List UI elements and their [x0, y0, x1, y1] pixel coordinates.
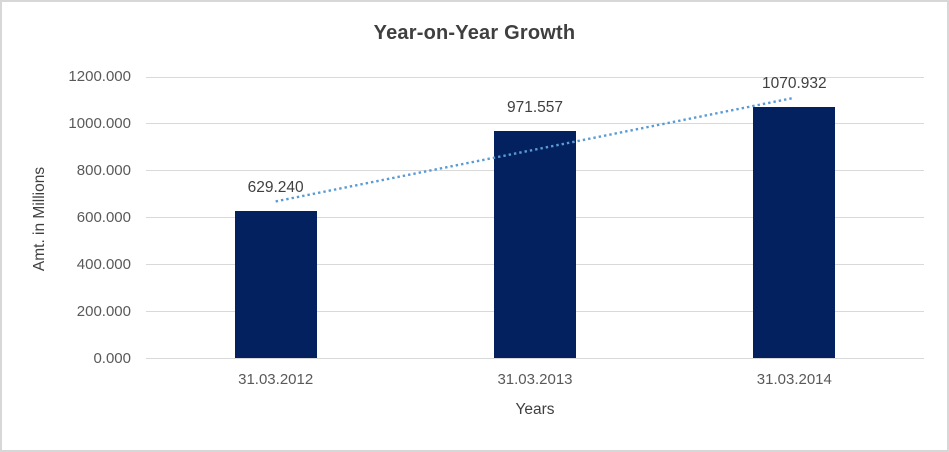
y-tick-label: 1200.000: [68, 68, 131, 85]
bar-31.03.2012: [234, 210, 317, 359]
y-tick-label: 600.000: [76, 208, 131, 226]
y-tick-label: 400.000: [76, 255, 131, 273]
y-tick-label: 200.000: [76, 302, 131, 320]
y-tick-label: 800.000: [76, 161, 131, 179]
y-tick-label: 1000.000: [68, 114, 131, 132]
gridline: [146, 76, 924, 78]
y-tick-label: 0.000: [93, 349, 131, 367]
data-label: 629.240: [247, 178, 304, 196]
x-tick-label: 31.03.2014: [756, 371, 832, 388]
gridline: [146, 358, 924, 359]
data-label: 1070.932: [762, 75, 827, 93]
x-tick-label: 31.03.2013: [497, 371, 573, 388]
bar-31.03.2014: [753, 107, 836, 359]
data-label: 971.557: [506, 98, 564, 116]
bar-31.03.2013: [494, 130, 576, 359]
x-tick-label: 31.03.2012: [238, 371, 314, 388]
chart-title: Year-on-Year Growth: [373, 22, 576, 44]
y-axis-title: Amt. in Millions: [31, 166, 48, 272]
x-axis-title: Years: [515, 401, 555, 418]
